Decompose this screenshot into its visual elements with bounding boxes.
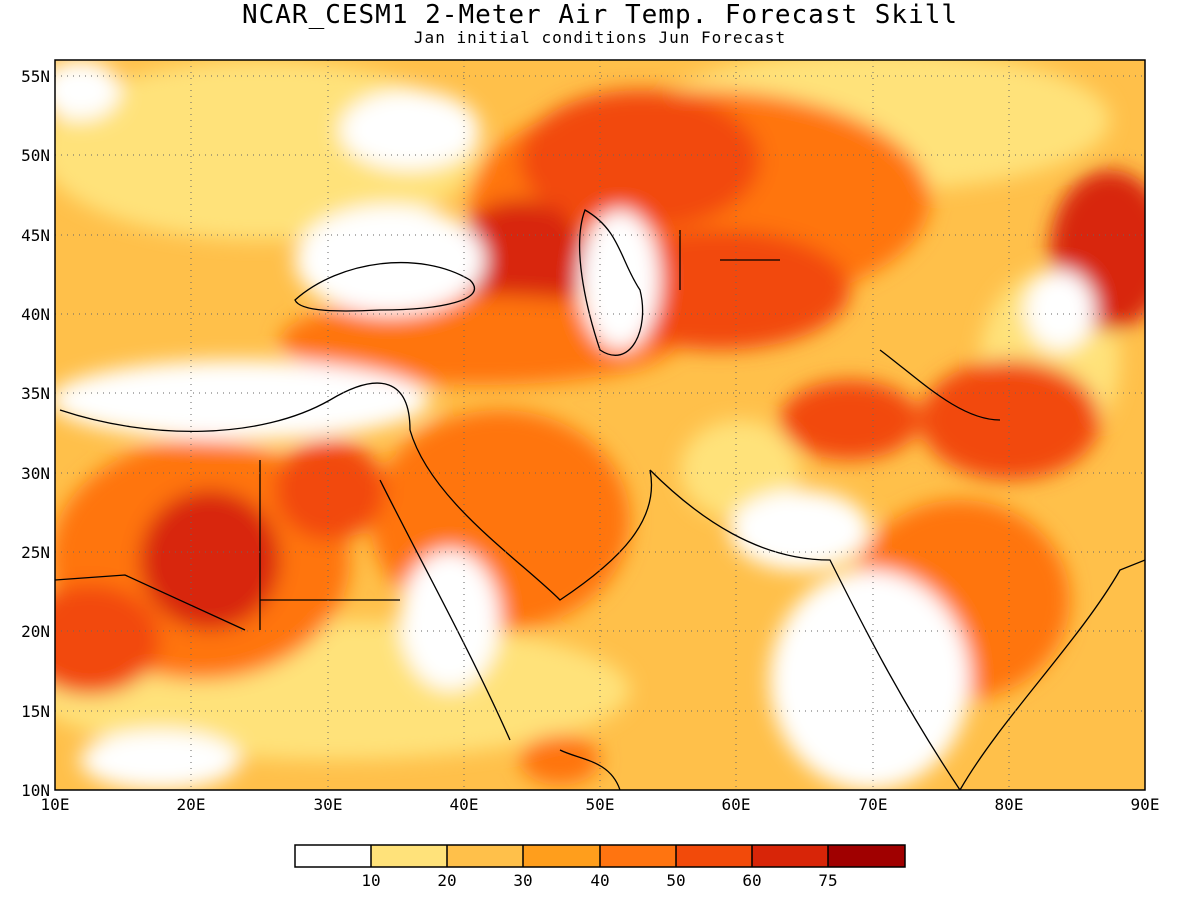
colorbar-label: 20: [437, 871, 456, 890]
colorbar-swatch: [600, 845, 676, 867]
lon-tick-label: 20E: [177, 795, 206, 814]
plot-frame: [54, 59, 1146, 791]
lat-tick-label: 35N: [21, 384, 50, 403]
colorbar-label: 50: [666, 871, 685, 890]
colorbar-swatch: [828, 845, 905, 867]
lon-tick-label: 60E: [722, 795, 751, 814]
lon-tick-label: 30E: [314, 795, 343, 814]
lat-tick-label: 45N: [21, 226, 50, 245]
colorbar-label: 10: [361, 871, 380, 890]
lat-tick-label: 40N: [21, 305, 50, 324]
colorbar-swatch: [371, 845, 447, 867]
colorbar-swatch: [447, 845, 523, 867]
lon-tick-label: 50E: [586, 795, 615, 814]
colorbar-label: 60: [742, 871, 761, 890]
lon-tick-label: 10E: [41, 795, 70, 814]
lat-tick-label: 30N: [21, 464, 50, 483]
colorbar-swatch: [752, 845, 828, 867]
lat-axis: 10N 15N 20N 25N 30N 35N 40N 45N 50N 55N: [21, 67, 50, 800]
chart-subtitle: Jan initial conditions Jun Forecast: [413, 28, 787, 47]
lon-tick-label: 40E: [450, 795, 479, 814]
colorbar-swatch: [523, 845, 600, 867]
lon-tick-label: 90E: [1131, 795, 1160, 814]
lat-tick-label: 10N: [21, 781, 50, 800]
lat-tick-label: 50N: [21, 146, 50, 165]
colorbar-label: 75: [818, 871, 837, 890]
colorbar-label: 30: [513, 871, 532, 890]
lon-axis: 10E 20E 30E 40E 50E 60E 70E 80E 90E: [41, 795, 1160, 814]
lat-tick-label: 25N: [21, 543, 50, 562]
lon-tick-label: 80E: [995, 795, 1024, 814]
colorbar-swatch: [676, 845, 752, 867]
colorbar: 10 20 30 40 50 60 75: [294, 844, 906, 890]
lat-tick-label: 55N: [21, 67, 50, 86]
colorbar-label: 40: [590, 871, 609, 890]
skill-field: [55, 60, 1145, 790]
chart-title: NCAR_CESM1 2-Meter Air Temp. Forecast Sk…: [241, 0, 959, 30]
lon-tick-label: 70E: [859, 795, 888, 814]
colorbar-swatch: [295, 845, 371, 867]
lat-tick-label: 15N: [21, 702, 50, 721]
lat-tick-label: 20N: [21, 622, 50, 641]
